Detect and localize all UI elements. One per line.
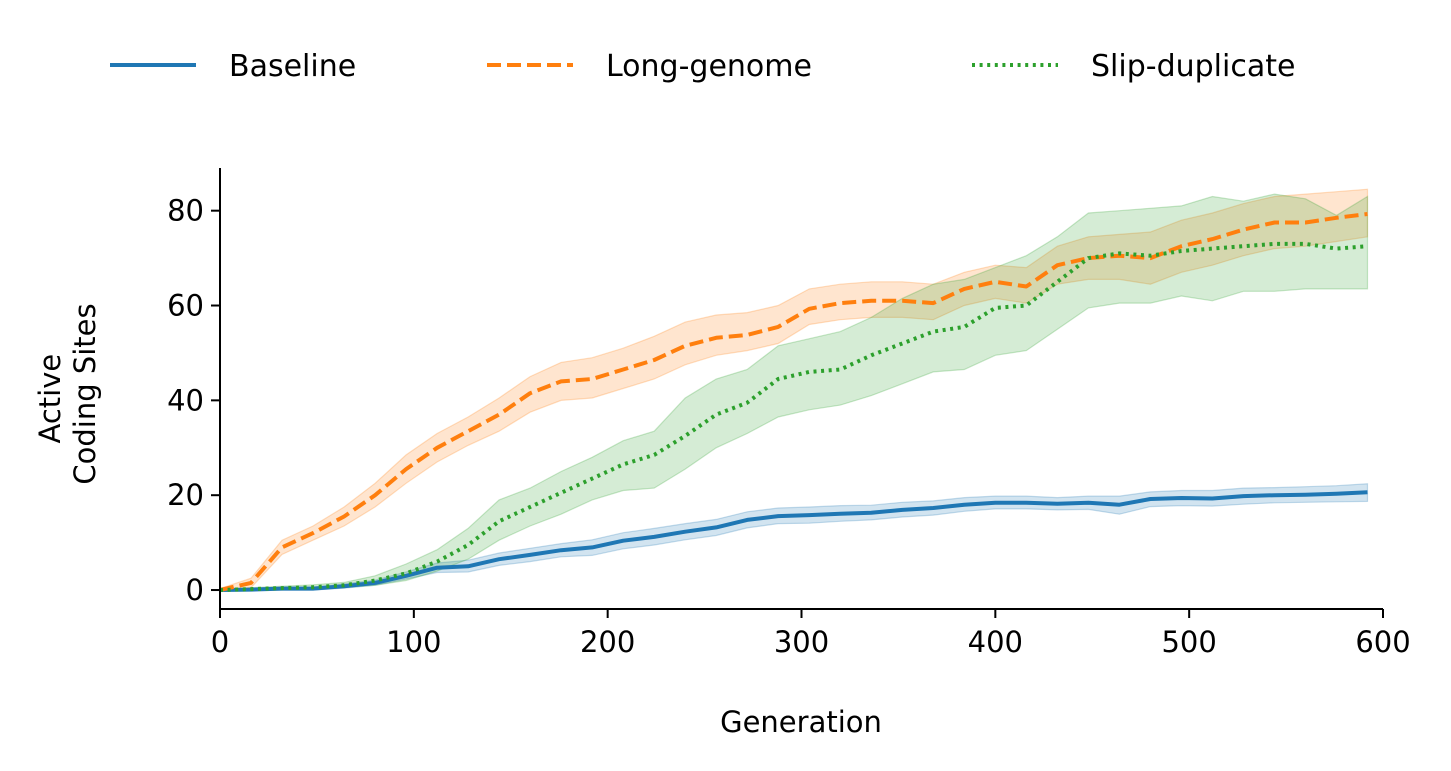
legend: Baseline Long-genome Slip-duplicate [110,49,1295,84]
y-ticks: 0 20 40 60 80 [167,194,220,607]
legend-label-slip-duplicate: Slip-duplicate [1091,49,1295,84]
line-long-genome [219,212,1368,592]
x-axis-label: Generation [720,705,882,739]
x-tick-label: 100 [386,625,441,659]
x-ticks: 0 100 200 300 400 500 600 [211,609,1411,659]
line-baseline [219,490,1368,592]
x-tick-label: 300 [774,625,829,659]
series-lines [219,212,1368,592]
legend-label-long-genome: Long-genome [606,49,812,84]
band-slip-duplicate [219,193,1369,591]
y-axis-label: Active Coding Sites [33,303,102,484]
x-tick-label: 400 [968,625,1023,659]
y-tick-label: 40 [167,383,204,417]
x-tick-label: 600 [1355,625,1410,659]
y-tick-label: 20 [167,478,204,512]
line-slip-duplicate [219,241,1368,592]
x-tick-label: 200 [580,625,635,659]
y-tick-label: 0 [186,573,204,607]
y-tick-label: 60 [167,289,204,323]
x-tick-label: 0 [211,625,229,659]
legend-label-baseline: Baseline [229,49,356,84]
x-tick-label: 500 [1161,625,1216,659]
y-axis-label-line-1: Active [33,354,67,444]
y-tick-label: 80 [167,194,204,228]
y-axis-label-line-2: Coding Sites [68,303,102,484]
